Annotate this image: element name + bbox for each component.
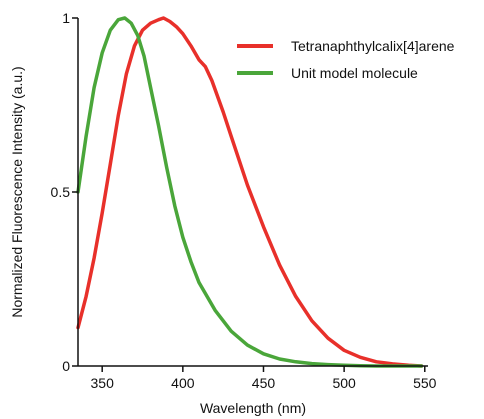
y-tick-label-1: 1 (62, 10, 70, 26)
x-tick-label-450: 450 (252, 375, 276, 391)
x-tick-label-350: 350 (91, 375, 115, 391)
plot-lines (76, 16, 424, 368)
legend-label-unit-model-molecule: Unit model molecule (291, 65, 418, 81)
x-tick-label-550: 550 (413, 375, 437, 391)
x-axis-label: Wavelength (nm) (200, 400, 306, 416)
series-line-unit-model-molecule (76, 16, 424, 368)
series-line-tetranaphthylcalix-4-arene (76, 16, 424, 368)
y-tick-label-0: 0 (62, 358, 70, 374)
x-ticks: 350 400 450 500 550 (91, 366, 437, 391)
y-tick-label-0-5: 0.5 (51, 184, 71, 200)
axes: 350 400 450 500 550 00.51 (51, 10, 437, 391)
legend: Tetranaphthylcalix[4]arene Unit model mo… (237, 38, 455, 81)
x-tick-label-500: 500 (332, 375, 356, 391)
legend-label-tetranaphthylcalixarene: Tetranaphthylcalix[4]arene (291, 38, 455, 54)
x-tick-label-400: 400 (171, 375, 195, 391)
y-axis-label: Normalized Fluorescence Intensity (a.u.) (9, 66, 25, 317)
y-ticks: 00.51 (51, 10, 78, 374)
